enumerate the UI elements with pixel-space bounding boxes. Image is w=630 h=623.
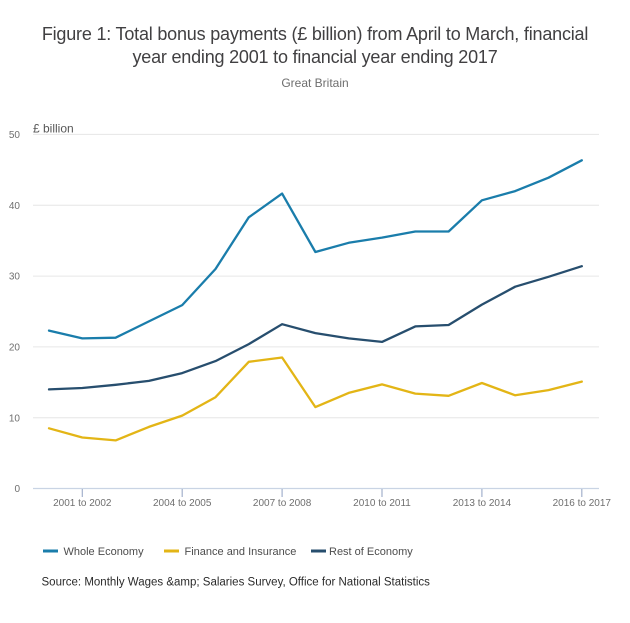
- svg-text:2010 to 2011: 2010 to 2011: [353, 498, 411, 509]
- svg-text:£ billion: £ billion: [33, 122, 74, 136]
- svg-text:30: 30: [9, 272, 21, 283]
- svg-text:2004 to 2005: 2004 to 2005: [153, 498, 212, 509]
- svg-text:Rest of Economy: Rest of Economy: [329, 546, 413, 558]
- svg-text:2007 to 2008: 2007 to 2008: [253, 498, 312, 509]
- svg-text:2001 to 2002: 2001 to 2002: [53, 498, 112, 509]
- svg-text:0: 0: [14, 484, 20, 495]
- svg-text:10: 10: [9, 413, 21, 424]
- svg-text:Source: Monthly Wages &amp; Sa: Source: Monthly Wages &amp; Salaries Sur…: [42, 577, 431, 589]
- svg-text:50: 50: [9, 130, 21, 141]
- svg-text:40: 40: [9, 201, 21, 212]
- svg-text:Finance and Insurance: Finance and Insurance: [185, 546, 297, 558]
- svg-text:20: 20: [9, 343, 21, 354]
- svg-text:Whole Economy: Whole Economy: [64, 546, 145, 558]
- svg-text:2013 to 2014: 2013 to 2014: [453, 498, 512, 509]
- svg-text:2016 to 2017: 2016 to 2017: [553, 498, 612, 509]
